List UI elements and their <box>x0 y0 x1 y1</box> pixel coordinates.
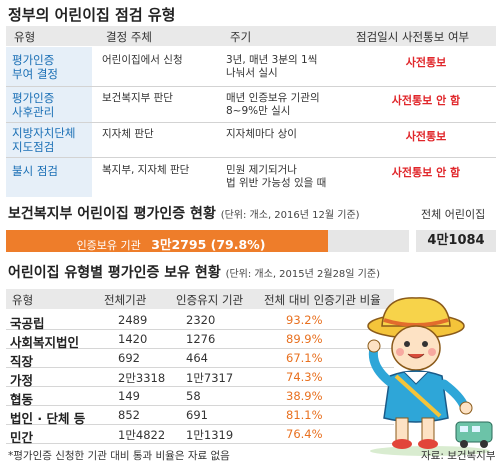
accreditation-status-subtitle: (단위: 개소, 2016년 12월 기준) <box>220 210 360 221</box>
inspection-cycle: 지자체마다 상이 <box>226 128 297 140</box>
total-count: 852 <box>118 408 140 422</box>
inspection-notice: 사전통보 <box>405 130 447 143</box>
type-name: 법인 · 단체 등 <box>10 411 86 426</box>
header-cycle: 주기 <box>230 30 252 44</box>
kept-count: 691 <box>186 408 208 422</box>
ratio-value: 81.1% <box>286 408 323 422</box>
inspection-notice: 사전통보 안 함 <box>391 94 461 107</box>
table-row: 직장 692 464 67.1% <box>6 349 394 369</box>
inspection-type: 지방자치단체 지도점검 <box>12 126 76 154</box>
type-name: 민간 <box>10 430 34 445</box>
ratio-value: 67.1% <box>286 351 323 365</box>
type-name: 국공립 <box>10 316 45 331</box>
footnote: *평가인증 신청한 기관 대비 통과 비율은 자료 없음 <box>8 450 230 462</box>
accreditation-progress-bar: 인증보유 기관 3만2795 (79.8%) <box>6 230 409 252</box>
total-daycare-label: 전체 어린이집 <box>421 208 486 221</box>
header-type: 유형 <box>14 30 36 44</box>
type-name: 협동 <box>10 392 34 407</box>
header-total: 전체기관 <box>104 293 147 307</box>
inspection-row: 지방자치단체 지도점검 지자체 판단 지자체마다 상이 사전통보 <box>6 123 496 158</box>
inspection-types-title: 정부의 어린이집 점검 유형 <box>8 6 176 24</box>
total-count: 1420 <box>118 332 148 346</box>
header-kept: 인증유지 기관 <box>176 293 244 307</box>
inspection-type: 평가인증 사후관리 <box>12 91 55 119</box>
kept-count: 1만1319 <box>186 428 234 442</box>
ratio-value: 93.2% <box>286 313 323 327</box>
kept-count: 1만7317 <box>186 371 234 385</box>
total-count: 692 <box>118 351 140 365</box>
inspection-subject: 어린이집에서 신청 <box>102 54 183 66</box>
table-row: 가정 2만3318 1만7317 74.3% <box>6 368 394 388</box>
header-subject: 결정 주체 <box>106 30 152 44</box>
inspection-table-header: 유형 결정 주체 주기 점검일시 사전통보 여부 <box>6 26 496 46</box>
accreditation-progress-fill <box>6 230 328 252</box>
accreditation-status-title: 보건복지부 어린이집 평가인증 현황 (단위: 개소, 2016년 12월 기준… <box>8 206 360 222</box>
header-type: 유형 <box>12 293 34 307</box>
inspection-type: 평가인증 부여 결정 <box>12 53 58 81</box>
inspection-subject: 복지부, 지자체 판단 <box>102 164 190 176</box>
header-ratio: 전체 대비 인증기관 비율 <box>264 293 381 307</box>
child-illustration-icon <box>367 297 493 456</box>
type-name: 직장 <box>10 354 34 369</box>
kept-count: 464 <box>186 351 208 365</box>
ratio-value: 89.9% <box>286 332 323 346</box>
inspection-notice: 사전통보 <box>405 56 447 69</box>
table-row: 법인 · 단체 등 852 691 81.1% <box>6 406 394 426</box>
kept-count: 58 <box>186 389 201 403</box>
table-row: 민간 1만4822 1만1319 76.4% <box>6 425 394 445</box>
kept-count: 2320 <box>186 313 216 327</box>
total-count: 2만3318 <box>118 371 166 385</box>
total-count: 1만4822 <box>118 428 166 442</box>
type-accreditation-title: 어린이집 유형별 평가인증 보유 현황 (단위: 개소, 2015년 2월28일… <box>8 265 380 281</box>
inspection-cycle: 민원 제기되거나 법 위반 가능성 있을 때 <box>226 164 327 189</box>
inspection-row: 불시 점검 복지부, 지자체 판단 민원 제기되거나 법 위반 가능성 있을 때… <box>6 158 496 197</box>
total-daycare-value: 4만1084 <box>416 230 496 252</box>
type-accreditation-subtitle: (단위: 개소, 2015년 2월28일 기준) <box>225 269 380 280</box>
type-name: 사회복지법인 <box>10 335 80 350</box>
total-count: 149 <box>118 389 140 403</box>
ratio-value: 38.9% <box>286 389 323 403</box>
inspection-notice: 사전통보 안 함 <box>391 166 461 179</box>
inspection-row: 평가인증 사후관리 보건복지부 판단 매년 인증보유 기관의 8~9%만 실시 … <box>6 87 496 123</box>
type-name: 가정 <box>10 373 34 388</box>
inspection-subject: 보건복지부 판단 <box>102 92 173 104</box>
inspection-cycle: 3년, 매년 3분의 1씩 나눠서 실시 <box>226 54 318 79</box>
header-notice: 점검일시 사전통보 여부 <box>356 30 470 44</box>
table-row: 사회복지법인 1420 1276 89.9% <box>6 330 394 350</box>
total-count: 2489 <box>118 313 148 327</box>
table-row: 국공립 2489 2320 93.2% <box>6 311 394 331</box>
inspection-type: 불시 점검 <box>12 164 58 178</box>
ratio-value: 76.4% <box>286 427 323 441</box>
type-table-header: 유형 전체기관 인증유지 기관 전체 대비 인증기관 비율 <box>6 289 394 309</box>
source-credit: 자료: 보건복지부 <box>421 450 496 462</box>
ratio-value: 74.3% <box>286 370 323 384</box>
inspection-cycle: 매년 인증보유 기관의 8~9%만 실시 <box>226 92 320 117</box>
accreditation-progress-text: 인증보유 기관 3만2795 (79.8%) <box>76 237 266 252</box>
inspection-subject: 지자체 판단 <box>102 128 154 140</box>
inspection-row: 평가인증 부여 결정 어린이집에서 신청 3년, 매년 3분의 1씩 나눠서 실… <box>6 47 496 87</box>
table-row: 협동 149 58 38.9% <box>6 387 394 407</box>
kept-count: 1276 <box>186 332 216 346</box>
